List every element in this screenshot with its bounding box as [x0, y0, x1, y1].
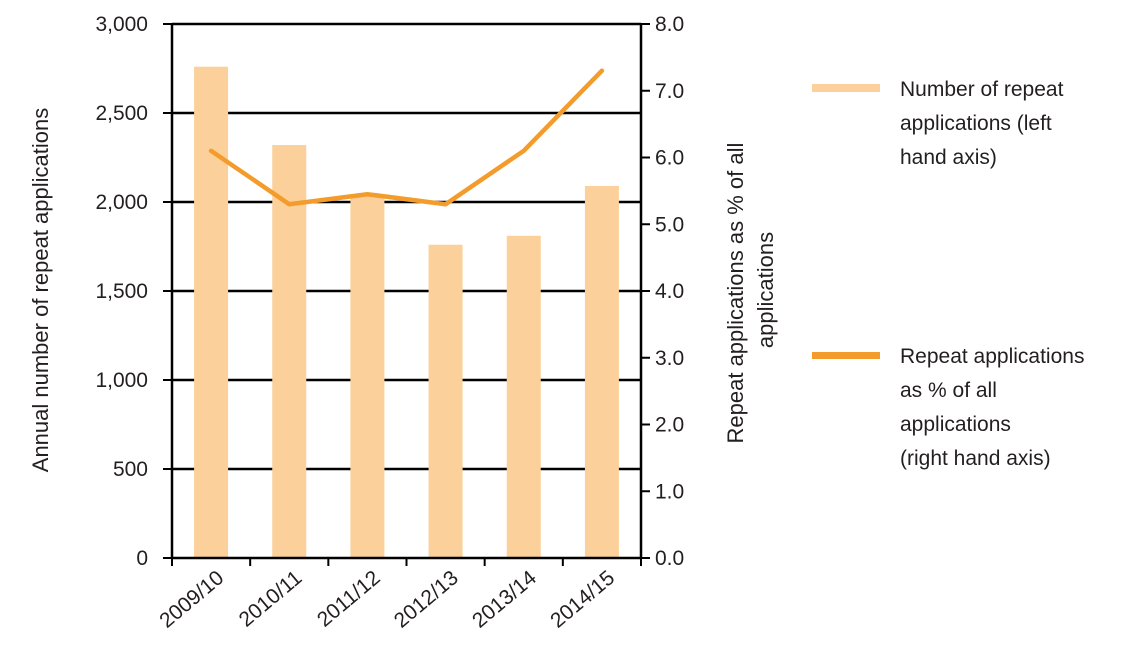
legend-swatch-bars [812, 84, 880, 92]
legend-label-bars-line-3: hand axis) [900, 146, 997, 169]
y-tick-label-0: 0 [136, 547, 148, 570]
legend-label-line-line-3: applications [900, 413, 1011, 436]
x-tick-label-2010/11: 2010/11 [235, 566, 307, 631]
bar-2012/13 [428, 244, 463, 558]
bar-2013/14 [506, 235, 541, 558]
y2-tick-label-4: 4.0 [655, 280, 684, 303]
y-tick-label-4: 2,000 [95, 191, 148, 214]
x-tick-label-2014/15: 2014/15 [546, 566, 619, 632]
bar-2009/10 [194, 66, 229, 558]
grid-lines [172, 22, 641, 471]
y2-tick-label-6: 6.0 [655, 147, 684, 170]
axes [163, 23, 650, 566]
bar-2014/15 [584, 185, 619, 559]
y2-tick-label-0: 0.0 [655, 547, 684, 570]
bar-series [194, 66, 619, 559]
y2-axis-title-line-1: Repeat applications as % of all [723, 143, 748, 444]
legend-label-line: Repeat applications as % of all applicat… [900, 345, 1090, 470]
y-tick-label-5: 2,500 [95, 102, 148, 125]
legend-label-line-line-2: as % of all [900, 379, 997, 402]
y2-tick-label-5: 5.0 [655, 213, 684, 236]
y2-axis-title: Repeat applications as % of all applicat… [723, 137, 778, 444]
bar-2010/11 [272, 145, 307, 559]
y-tick-label-6: 3,000 [95, 13, 148, 36]
legend-label-line-line-1: Repeat applications [900, 345, 1084, 368]
y-tick-label-2: 1,000 [95, 369, 148, 392]
x-tick-label-2011/12: 2011/12 [313, 566, 385, 631]
y2-tick-label-8: 8.0 [655, 13, 684, 36]
line-series [208, 68, 605, 207]
legend: Number of repeat applications (left hand… [812, 78, 1090, 470]
y-tick-label-3: 1,500 [95, 280, 148, 303]
y2-tick-label-2: 2.0 [655, 414, 684, 437]
y2-tick-label-7: 7.0 [655, 80, 684, 103]
legend-label-bars-line-1: Number of repeat [900, 78, 1064, 101]
y2-tick-label-1: 1.0 [655, 480, 684, 503]
y-tick-label-1: 500 [113, 458, 148, 481]
legend-label-line-line-4: (right hand axis) [900, 447, 1051, 470]
x-tick-label-2012/13: 2012/13 [390, 566, 463, 632]
legend-label-bars-line-2: applications (left [900, 112, 1052, 135]
bar-2011/12 [350, 194, 385, 558]
legend-label-bars: Number of repeat applications (left hand… [900, 78, 1069, 169]
y-axis-title: Annual number of repeat applications [28, 108, 53, 472]
legend-swatch-line [812, 352, 880, 359]
y2-tick-label-3: 3.0 [655, 347, 684, 370]
y2-axis-title-line-2: applications [753, 232, 778, 348]
x-tick-label-2009/10: 2009/10 [155, 566, 228, 632]
line-series-path [208, 68, 605, 207]
x-tick-label-2013/14: 2013/14 [468, 566, 541, 633]
